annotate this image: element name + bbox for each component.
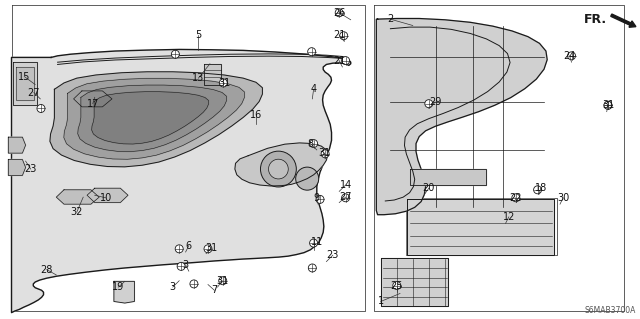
Polygon shape (235, 143, 328, 186)
Text: 31: 31 (216, 276, 228, 286)
Circle shape (175, 245, 183, 253)
Text: 31: 31 (218, 78, 230, 88)
Text: 23: 23 (24, 164, 37, 174)
Polygon shape (92, 92, 209, 144)
Text: 12: 12 (502, 212, 515, 222)
Text: 31: 31 (205, 243, 218, 253)
Text: 24: 24 (563, 51, 576, 61)
Circle shape (308, 48, 316, 56)
Text: 14: 14 (339, 180, 352, 190)
Polygon shape (410, 169, 486, 185)
Circle shape (604, 101, 612, 109)
Circle shape (269, 159, 288, 179)
Text: 7: 7 (211, 285, 218, 295)
Text: 3: 3 (170, 282, 176, 292)
Text: 27: 27 (28, 87, 40, 98)
Circle shape (534, 186, 541, 194)
Circle shape (335, 9, 343, 17)
Polygon shape (8, 137, 26, 153)
Text: 25: 25 (390, 280, 403, 291)
Circle shape (172, 50, 179, 58)
Circle shape (219, 277, 227, 285)
Text: 29: 29 (429, 97, 442, 107)
Polygon shape (50, 72, 262, 167)
FancyArrow shape (611, 14, 636, 27)
Polygon shape (407, 199, 554, 255)
Text: 19: 19 (112, 282, 125, 292)
Text: 13: 13 (192, 73, 205, 83)
Circle shape (308, 264, 316, 272)
Polygon shape (74, 91, 112, 107)
Text: 30: 30 (557, 193, 570, 203)
Circle shape (512, 194, 520, 202)
Text: 10: 10 (99, 193, 112, 203)
Polygon shape (381, 258, 448, 306)
Circle shape (316, 195, 324, 204)
Polygon shape (13, 62, 37, 105)
Circle shape (342, 56, 349, 65)
Text: 31: 31 (318, 148, 331, 158)
Text: 23: 23 (326, 250, 339, 260)
Circle shape (177, 262, 185, 271)
Circle shape (310, 139, 317, 148)
Text: 32: 32 (70, 207, 83, 217)
Polygon shape (87, 188, 128, 203)
Polygon shape (204, 64, 221, 85)
Circle shape (568, 52, 575, 60)
Circle shape (342, 194, 349, 202)
Polygon shape (56, 190, 99, 204)
Polygon shape (78, 85, 227, 152)
Circle shape (37, 104, 45, 113)
Text: 6: 6 (186, 241, 192, 251)
Text: 1: 1 (378, 296, 384, 307)
Text: 16: 16 (250, 110, 262, 120)
Circle shape (296, 167, 319, 190)
Text: 4: 4 (310, 84, 317, 94)
Circle shape (321, 150, 329, 158)
Polygon shape (64, 78, 244, 159)
Circle shape (204, 245, 212, 253)
Text: FR.: FR. (584, 13, 607, 26)
Text: 3: 3 (182, 260, 189, 270)
Circle shape (425, 100, 433, 108)
Text: 26: 26 (333, 8, 346, 18)
Text: 8: 8 (307, 138, 314, 149)
Text: 27: 27 (339, 192, 352, 202)
Text: 5: 5 (195, 30, 202, 40)
Circle shape (340, 32, 348, 40)
Circle shape (260, 151, 296, 187)
Text: 9: 9 (314, 193, 320, 203)
Text: 20: 20 (422, 183, 435, 193)
Text: S6MAB3700A: S6MAB3700A (584, 306, 636, 315)
Text: 18: 18 (534, 183, 547, 193)
Circle shape (220, 79, 227, 87)
Polygon shape (16, 67, 34, 100)
Circle shape (310, 239, 317, 247)
Polygon shape (114, 281, 134, 303)
Circle shape (190, 280, 198, 288)
Text: 11: 11 (310, 237, 323, 248)
Text: 21: 21 (333, 30, 346, 40)
Text: 28: 28 (40, 264, 53, 275)
Text: 22: 22 (509, 193, 522, 203)
Text: 17: 17 (86, 99, 99, 109)
Polygon shape (376, 19, 547, 215)
Text: 31: 31 (602, 100, 614, 110)
Polygon shape (8, 160, 26, 175)
Text: 21: 21 (333, 56, 346, 66)
Polygon shape (12, 49, 351, 313)
Text: 15: 15 (18, 71, 31, 82)
Circle shape (393, 281, 401, 290)
Circle shape (604, 101, 612, 109)
Text: 2: 2 (387, 14, 394, 24)
